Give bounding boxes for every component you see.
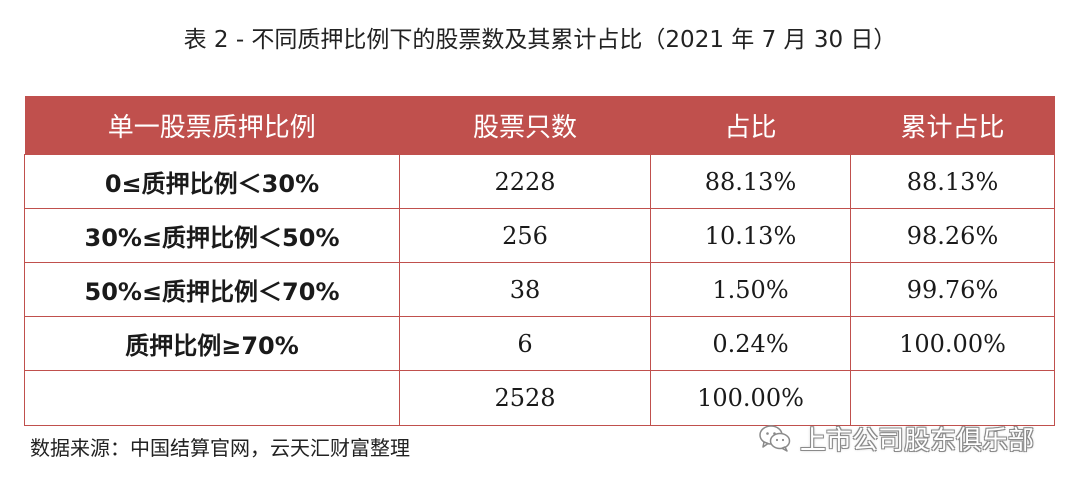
- watermark-text: 上市公司股东俱乐部: [800, 425, 1035, 456]
- table-header-row: 单一股票质押比例 股票只数 占比 累计占比: [24, 96, 1055, 155]
- cell-stock-count: 2228: [399, 154, 651, 209]
- header-pledge-ratio: 单一股票质押比例: [24, 96, 400, 155]
- row-label: [24, 370, 400, 426]
- cell-cumulative-share: [850, 370, 1055, 426]
- pledge-ratio-table: 单一股票质押比例 股票只数 占比 累计占比 0≤质押比例＜30% 2228 88…: [24, 96, 1055, 426]
- cell-cumulative-share: 99.76%: [850, 262, 1055, 317]
- cell-stock-count: 6: [399, 316, 651, 371]
- table-row: 0≤质押比例＜30% 2228 88.13% 88.13%: [24, 154, 1055, 209]
- watermark: 上市公司股东俱乐部: [758, 422, 1035, 456]
- table-row: 质押比例≥70% 6 0.24% 100.00%: [24, 316, 1055, 371]
- row-label: 质押比例≥70%: [24, 316, 400, 371]
- cell-share: 88.13%: [650, 154, 851, 209]
- cell-total-stock-count: 2528: [399, 370, 651, 426]
- row-label: 30%≤质押比例＜50%: [24, 208, 400, 263]
- cell-share: 0.24%: [650, 316, 851, 371]
- cell-cumulative-share: 100.00%: [850, 316, 1055, 371]
- table-row: 50%≤质押比例＜70% 38 1.50% 99.76%: [24, 262, 1055, 317]
- header-share: 占比: [650, 96, 851, 155]
- table-total-row: 2528 100.00%: [24, 370, 1055, 426]
- header-cumulative-share: 累计占比: [850, 96, 1055, 155]
- cell-cumulative-share: 98.26%: [850, 208, 1055, 263]
- header-stock-count: 股票只数: [399, 96, 651, 155]
- table-row: 30%≤质押比例＜50% 256 10.13% 98.26%: [24, 208, 1055, 263]
- cell-stock-count: 38: [399, 262, 651, 317]
- wechat-icon: [759, 425, 791, 452]
- table-caption: 表 2 - 不同质押比例下的股票数及其累计占比（2021 年 7 月 30 日）: [183, 27, 897, 53]
- row-label: 0≤质押比例＜30%: [24, 154, 400, 209]
- cell-stock-count: 256: [399, 208, 651, 263]
- cell-share: 10.13%: [650, 208, 851, 263]
- cell-share: 1.50%: [650, 262, 851, 317]
- row-label: 50%≤质押比例＜70%: [24, 262, 400, 317]
- data-source-note: 数据来源：中国结算官网，云天汇财富整理: [30, 436, 410, 460]
- cell-cumulative-share: 88.13%: [850, 154, 1055, 209]
- cell-total-share: 100.00%: [650, 370, 851, 426]
